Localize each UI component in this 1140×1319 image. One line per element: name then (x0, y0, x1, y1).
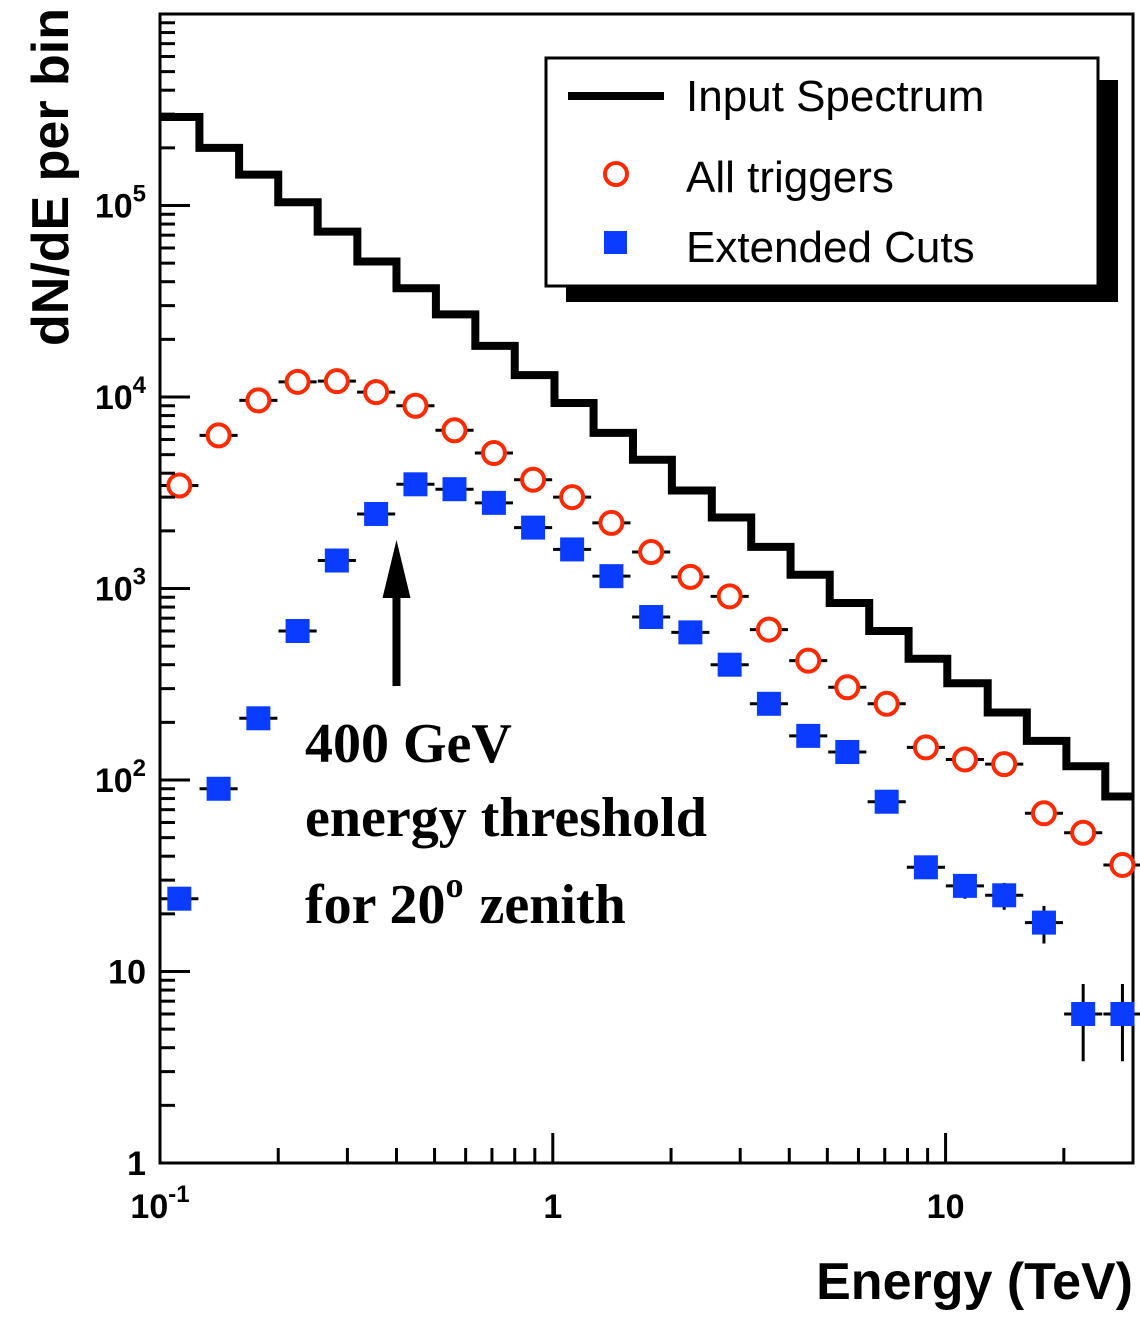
all-triggers-point (363, 379, 390, 406)
all-triggers-point (1030, 800, 1057, 827)
legend-label-input-spectrum: Input Spectrum (686, 72, 984, 121)
extended-cuts-point (1071, 1001, 1096, 1026)
y-tick-label: 104 (95, 372, 147, 417)
extended-cuts-point (285, 618, 310, 643)
all-triggers-point (795, 647, 822, 674)
extended-cuts-point (167, 886, 192, 911)
annotation-line-2: energy threshold (305, 787, 707, 849)
all-triggers-point (402, 392, 429, 419)
extended-cuts-point (1031, 910, 1056, 935)
legend: Input Spectrum All triggers Extended Cut… (544, 56, 1118, 302)
y-tick-label: 103 (95, 564, 146, 609)
extended-cuts-point (678, 620, 703, 645)
extended-cuts-point (717, 652, 742, 677)
extended-cuts-point (599, 564, 624, 589)
y-tick-label: 105 (95, 181, 146, 226)
extended-cuts-point (913, 855, 938, 880)
all-triggers-point (677, 563, 704, 590)
all-triggers-point (205, 422, 232, 449)
annotation-line-3-main: for 20 (305, 874, 446, 936)
y-tick-label: 102 (95, 755, 146, 800)
all-triggers-point (284, 368, 311, 395)
extended-cuts-point (639, 604, 664, 629)
y-tick-label-exponent: 5 (133, 181, 146, 208)
all-triggers-point (638, 539, 665, 566)
x-tick-label-base: 1 (543, 1188, 562, 1226)
all-triggers-point (166, 472, 193, 499)
extended-cuts-point (442, 477, 467, 502)
threshold-arrow-head (382, 540, 411, 598)
all-triggers-point (323, 368, 350, 395)
legend-label-all-triggers: All triggers (686, 153, 894, 202)
extended-cuts-point (874, 789, 899, 814)
all-triggers-point (598, 509, 625, 536)
extended-cuts-point (206, 776, 231, 801)
data-layer (160, 112, 1140, 1062)
y-tick-label-exponent: 2 (133, 755, 146, 782)
legend-label-extended-cuts: Extended Cuts (686, 223, 975, 272)
extended-cuts-point (324, 548, 349, 573)
extended-cuts-point (403, 472, 428, 497)
all-triggers-point (991, 751, 1018, 778)
all-triggers-point (441, 417, 468, 444)
all-triggers-point (559, 484, 586, 511)
x-tick-label-base: 10 (927, 1188, 965, 1226)
all-triggers-point (480, 440, 507, 467)
x-tick-label: 1 (543, 1188, 562, 1226)
all-triggers-point (245, 387, 272, 414)
y-tick-label-base: 1 (127, 1145, 146, 1183)
threshold-annotation: 400 GeV energy threshold for 20o zenith (305, 540, 707, 936)
y-tick-label-base: 10 (95, 379, 133, 417)
y-tick-label-exponent: 3 (133, 564, 146, 591)
all-triggers-point (520, 466, 547, 493)
legend-swatch-extended-cuts (604, 231, 627, 254)
all-triggers-point (912, 734, 939, 761)
x-tick-label: 10 (927, 1188, 965, 1226)
y-tick-label-base: 10 (95, 188, 133, 226)
x-tick-label-base: 10 (130, 1188, 168, 1226)
extended-cuts-point (992, 883, 1017, 908)
x-tick-label-exponent: -1 (168, 1181, 189, 1208)
annotation-degree-superscript: o (446, 865, 464, 905)
all-triggers-point (1070, 819, 1097, 846)
all-triggers-point (716, 583, 743, 610)
y-axis-title: dN/dE per bin (22, 8, 80, 346)
annotation-line-1: 400 GeV (305, 713, 512, 775)
annotation-line-3: for 20o zenith (305, 865, 626, 936)
extended-cuts-point (481, 490, 506, 515)
extended-cuts-point (835, 740, 860, 765)
extended-cuts-point (521, 515, 546, 540)
y-tick-label-base: 10 (95, 762, 133, 800)
extended-cuts-point (560, 537, 585, 562)
all-triggers-point (1109, 851, 1136, 878)
all-triggers-point (951, 746, 978, 773)
all-triggers-point (834, 674, 861, 701)
x-tick-label: 10-1 (130, 1181, 189, 1226)
y-tick-label-base: 10 (108, 954, 146, 992)
y-tick-label-base: 10 (95, 571, 133, 609)
y-tick-label-exponent: 4 (133, 372, 147, 399)
extended-cuts-point (1110, 1001, 1135, 1026)
annotation-line-3-tail: zenith (480, 874, 626, 936)
input-spectrum-line (160, 112, 1133, 801)
extended-cuts-point (796, 723, 821, 748)
x-axis-title: Energy (TeV) (816, 1253, 1133, 1311)
all-triggers-point (755, 616, 782, 643)
extended-cuts-point (952, 873, 977, 898)
all-triggers-point (873, 690, 900, 717)
extended-cuts-point (246, 706, 271, 731)
extended-cuts-point (756, 691, 781, 716)
y-tick-label: 10 (108, 954, 146, 992)
y-tick-label: 1 (127, 1145, 146, 1183)
extended-cuts-point (364, 501, 389, 526)
legend-swatch-all-triggers (603, 161, 629, 187)
